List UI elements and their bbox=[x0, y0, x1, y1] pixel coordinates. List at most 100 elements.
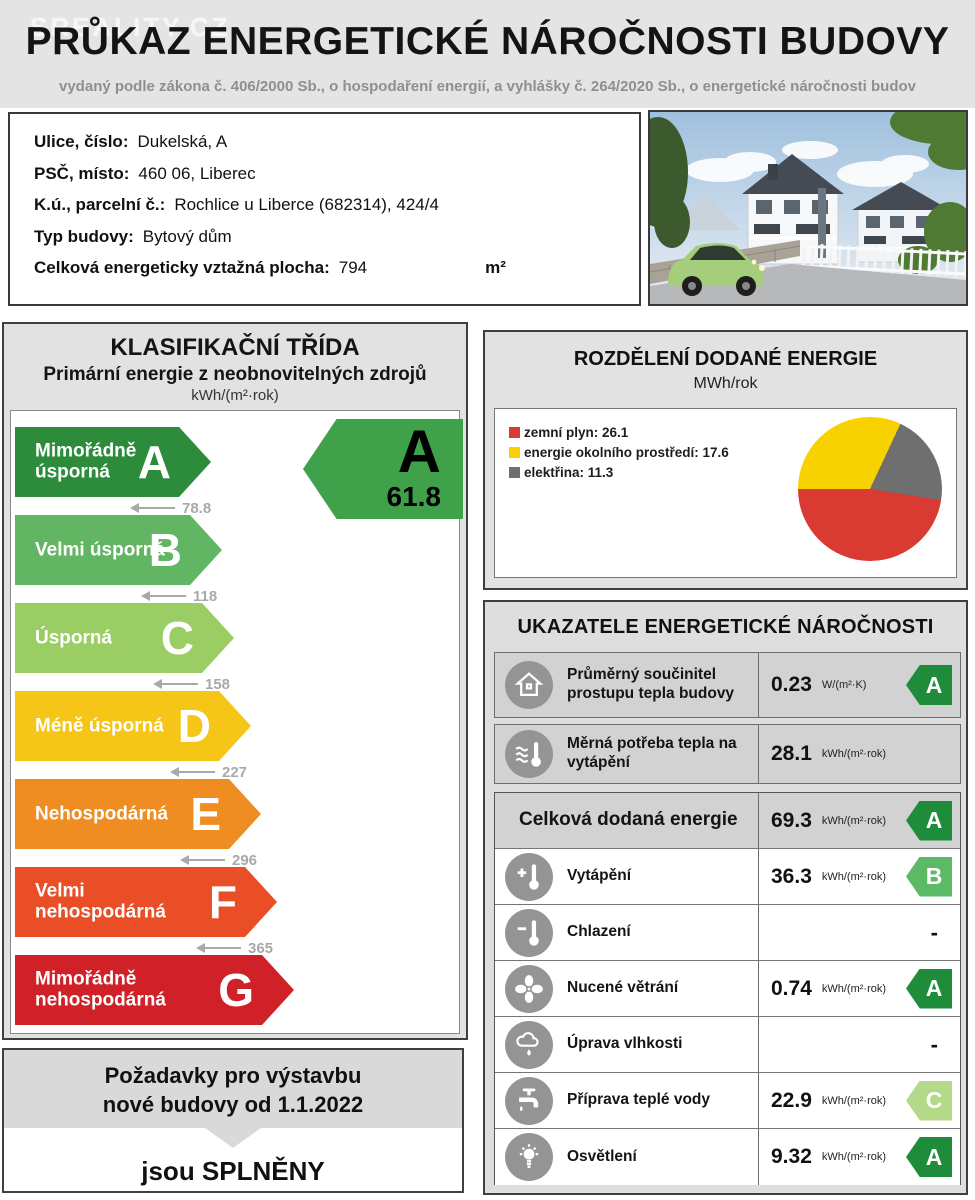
band-a-label: Mimořádně úsporná bbox=[35, 440, 137, 483]
indicator-row-hot-water: Příprava teplé vody 22.9 kWh/(m²·rok) C bbox=[495, 1073, 960, 1129]
page-subtitle: vydaný podle zákona č. 406/2000 Sb., o h… bbox=[59, 78, 916, 95]
class-badge-a: A bbox=[906, 1137, 952, 1177]
street-value: Dukelská, A bbox=[137, 132, 228, 151]
building-type-row: Typ budovy: Bytový dům bbox=[34, 227, 639, 259]
parcel-label: K.ú., parcelní č.: bbox=[34, 195, 166, 214]
ambient-swatch-icon bbox=[509, 447, 520, 458]
band-f: Velmi nehospodárná F bbox=[15, 867, 277, 937]
indicator-value: 28.1 bbox=[771, 742, 812, 765]
gas-swatch-icon bbox=[509, 427, 520, 438]
band-e-label: Nehospodárná bbox=[35, 803, 169, 825]
band-e-letter: E bbox=[190, 788, 221, 840]
rating-arrow: A 61.8 bbox=[303, 419, 463, 519]
class-badge-b: B bbox=[906, 856, 952, 897]
building-photo bbox=[648, 110, 968, 306]
zip-label: PSČ, místo: bbox=[34, 163, 130, 183]
band-d-label: Méně úsporná bbox=[35, 715, 164, 737]
legend-item-ambient: energie okolního prostředí: 17.6 bbox=[509, 445, 729, 460]
left-arrow-icon bbox=[180, 855, 225, 865]
indicators-table: Celková dodaná energie 69.3 kWh/(m²·rok)… bbox=[494, 792, 961, 1185]
band-b-label: Velmi úsporná bbox=[35, 539, 165, 561]
indicator-row-total-energy: Celková dodaná energie 69.3 kWh/(m²·rok)… bbox=[495, 793, 960, 849]
band-f-label: Velmi nehospodárná bbox=[35, 880, 166, 923]
pie-title: ROZDĚLENÍ DODANÉ ENERGIE bbox=[573, 348, 878, 370]
indicator-row-lighting: Osvětlení 9.32 kWh/(m²·rok) A bbox=[495, 1129, 960, 1185]
indicator-unit: kWh/(m²·rok) bbox=[821, 1151, 887, 1163]
requirements-result: jsou SPLNĚNY bbox=[141, 1156, 325, 1186]
indicator-unit: kWh/(m²·rok) bbox=[821, 870, 887, 883]
building-type-value: Bytový dům bbox=[142, 226, 232, 246]
left-arrow-icon bbox=[141, 591, 186, 601]
sreality-watermark: SREALITY.CZ bbox=[30, 12, 231, 42]
band-f-letter: F bbox=[208, 876, 237, 928]
indicator-value: 36.3 bbox=[771, 864, 812, 888]
zip-row: PSČ, místo: 460 06, Liberec bbox=[34, 164, 639, 196]
band-c-label: Úsporná bbox=[35, 627, 113, 649]
requirements-box: Požadavky pro výstavbu nové budovy od 1.… bbox=[2, 1048, 464, 1193]
down-arrow-icon bbox=[205, 1128, 261, 1148]
left-arrow-icon bbox=[170, 767, 215, 777]
heating-demand-icon bbox=[505, 730, 553, 778]
indicator-unit: kWh/(m²·rok) bbox=[821, 748, 887, 760]
humidity-icon bbox=[505, 1020, 553, 1069]
ventilation-icon bbox=[505, 964, 553, 1013]
building-render-illustration bbox=[650, 112, 966, 304]
lighting-icon bbox=[505, 1133, 553, 1181]
electricity-swatch-icon bbox=[509, 467, 520, 478]
zip-value: 460 06, Liberec bbox=[138, 163, 256, 183]
parcel-value: Rochlice u Liberce (682314), 424/4 bbox=[174, 195, 439, 214]
rating-letter: A bbox=[397, 417, 441, 485]
indicator-unit: kWh/(m²·rok) bbox=[821, 814, 887, 827]
pie-chart bbox=[798, 417, 942, 561]
indicators-panel: UKAZATELE ENERGETICKÉ NÁROČNOSTI Průměrn… bbox=[483, 600, 968, 1195]
band-g-label: Mimořádně nehospodárná bbox=[35, 968, 166, 1011]
hot-water-icon bbox=[505, 1076, 553, 1125]
class-badge-a: A bbox=[906, 968, 952, 1009]
band-c-letter: C bbox=[160, 612, 194, 664]
band-b-letter: B bbox=[148, 524, 182, 576]
indicator-value: 69.3 bbox=[771, 808, 812, 832]
street-row: Ulice, číslo: Dukelská, A bbox=[34, 132, 639, 164]
band-a: Mimořádně úsporná A bbox=[15, 427, 211, 497]
certificate-header: SREALITY.CZ PRŮKAZ ENERGETICKÉ NÁROČNOST… bbox=[0, 0, 975, 108]
class-badge-a: A bbox=[906, 800, 952, 841]
indicator-row-heat-demand: Měrná potřeba tepla na vytápění 28.1 kWh… bbox=[494, 724, 961, 784]
reference-area-value: 794 bbox=[338, 258, 368, 277]
rating-value: 61.8 bbox=[386, 480, 442, 512]
threshold-f-g: 365 bbox=[196, 940, 273, 957]
band-a-letter: A bbox=[137, 436, 171, 488]
class-badge-c: C bbox=[906, 1080, 952, 1121]
left-arrow-icon bbox=[196, 943, 241, 953]
indicator-row-ventilation: Nucené větrání 0.74 kWh/(m²·rok) A bbox=[495, 961, 960, 1017]
no-value-dash: - bbox=[930, 1031, 938, 1057]
band-g: Mimořádně nehospodárná G bbox=[15, 955, 294, 1025]
band-d-letter: D bbox=[177, 700, 211, 752]
reference-area-unit: m² bbox=[485, 258, 506, 277]
home-icon bbox=[505, 661, 553, 709]
indicator-value: 0.74 bbox=[771, 976, 812, 1000]
classification-unit: kWh/(m²·rok) bbox=[191, 387, 279, 404]
band-b: Velmi úsporná B bbox=[15, 515, 222, 585]
indicator-unit: W/(m²·K) bbox=[821, 679, 867, 691]
indicator-value: 22.9 bbox=[771, 1088, 812, 1112]
legend-item-electricity: elektřina: 11.3 bbox=[509, 465, 729, 480]
left-arrow-icon bbox=[153, 679, 198, 689]
band-c: Úsporná C bbox=[15, 603, 234, 673]
indicator-row-humidity: Úprava vlhkosti - bbox=[495, 1017, 960, 1073]
left-arrow-icon bbox=[130, 503, 175, 513]
street-label: Ulice, číslo: bbox=[34, 132, 129, 151]
indicator-row-heat-transfer: Průměrný součinitel prostupu tepla budov… bbox=[494, 652, 961, 718]
delivered-energy-panel: ROZDĚLENÍ DODANÉ ENERGIE MWh/rok zemní p… bbox=[483, 330, 968, 590]
threshold-c-d: 158 bbox=[153, 676, 230, 693]
indicator-value: 9.32 bbox=[771, 1145, 812, 1168]
cooling-icon bbox=[505, 908, 553, 957]
band-e: Nehospodárná E bbox=[15, 779, 261, 849]
band-d: Méně úsporná D bbox=[15, 691, 251, 761]
classification-panel: KLASIFIKAČNÍ TŘÍDA Primární energie z ne… bbox=[2, 322, 468, 1040]
indicator-unit: kWh/(m²·rok) bbox=[821, 982, 887, 995]
classification-title: KLASIFIKAČNÍ TŘÍDA bbox=[110, 334, 360, 361]
reference-area-row: Celková energeticky vztažná plocha: 794 … bbox=[34, 258, 639, 290]
threshold-a-b: 78.8 bbox=[130, 500, 211, 517]
indicator-value: 0.23 bbox=[771, 673, 812, 696]
